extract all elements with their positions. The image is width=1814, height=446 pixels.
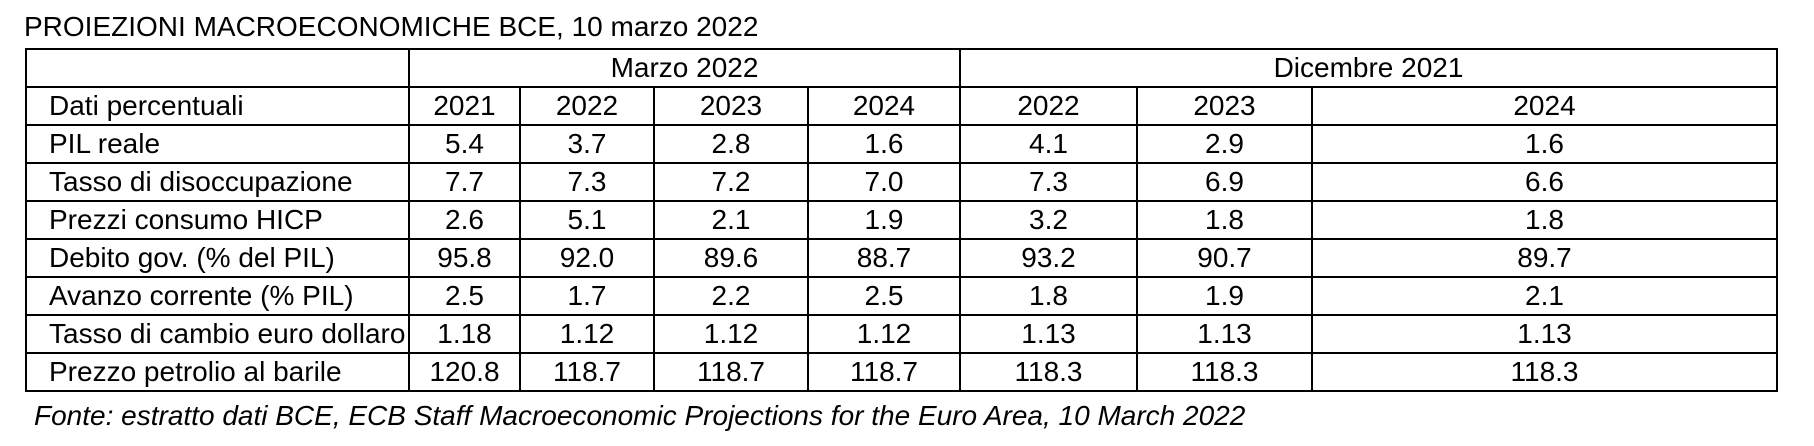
value-cell: 118.3 <box>1310 352 1779 392</box>
value-cell: 2.1 <box>1310 276 1779 316</box>
row-label: Avanzo corrente (% PIL) <box>25 276 410 316</box>
value-cell: 2.1 <box>653 200 809 240</box>
value-cell: 118.7 <box>519 352 655 392</box>
value-cell: 92.0 <box>519 238 655 278</box>
value-cell: 88.7 <box>807 238 961 278</box>
value-cell: 7.2 <box>653 162 809 202</box>
value-cell: 1.6 <box>807 124 961 164</box>
value-cell: 7.7 <box>408 162 521 202</box>
value-cell: 4.1 <box>959 124 1138 164</box>
value-cell: 6.6 <box>1310 162 1779 202</box>
value-cell: 1.9 <box>1136 276 1313 316</box>
table-row: Tasso di cambio euro dollaro 1.18 1.12 1.12… <box>25 314 1779 354</box>
year-header-row: Dati percentuali 2021 2022 2023 2024 202… <box>25 86 1779 126</box>
year-header-cell: 2021 <box>408 86 521 126</box>
value-cell: 1.8 <box>1136 200 1313 240</box>
value-cell: 5.1 <box>519 200 655 240</box>
value-cell: 3.7 <box>519 124 655 164</box>
year-header-cell: 2022 <box>519 86 655 126</box>
value-cell: 89.7 <box>1310 238 1779 278</box>
row-label: Tasso di cambio euro dollaro <box>25 314 410 354</box>
value-cell: 90.7 <box>1136 238 1313 278</box>
page-title: PROIEZIONI MACROECONOMICHE BCE, 10 marzo… <box>24 11 759 42</box>
value-cell: 1.12 <box>807 314 961 354</box>
value-cell: 1.13 <box>959 314 1138 354</box>
value-cell: 95.8 <box>408 238 521 278</box>
value-cell: 7.0 <box>807 162 961 202</box>
value-cell: 93.2 <box>959 238 1138 278</box>
value-cell: 1.6 <box>1310 124 1779 164</box>
value-cell: 1.8 <box>959 276 1138 316</box>
value-cell: 118.3 <box>1136 352 1313 392</box>
value-cell: 1.9 <box>807 200 961 240</box>
row-label: Debito gov. (% del PIL) <box>25 238 410 278</box>
value-cell: 1.12 <box>519 314 655 354</box>
column-header-label: Dati percentuali <box>25 86 410 126</box>
value-cell: 1.8 <box>1310 200 1779 240</box>
table-row: Debito gov. (% del PIL) 95.8 92.0 89.6 88.7 9… <box>25 238 1779 278</box>
value-cell: 1.13 <box>1310 314 1779 354</box>
table-row: Tasso di disoccupazione 7.7 7.3 7.2 7.0 7.3 6.… <box>25 162 1779 202</box>
value-cell: 2.2 <box>653 276 809 316</box>
value-cell: 2.5 <box>408 276 521 316</box>
value-cell: 118.3 <box>959 352 1138 392</box>
projections-table: Marzo 2022 Dicembre 2021 Dati percentual… <box>25 48 1779 392</box>
table-row: Prezzo petrolio al barile 120.8 118.7 118.7… <box>25 352 1779 392</box>
table-row: Prezzi consumo HICP 2.6 5.1 2.1 1.9 3.2 1.8 1.8 <box>25 200 1779 240</box>
year-header-cell: 2023 <box>1136 86 1313 126</box>
value-cell: 1.13 <box>1136 314 1313 354</box>
value-cell: 7.3 <box>959 162 1138 202</box>
table-row: Avanzo corrente (% PIL) 2.5 1.7 2.2 2.5 1.8 1.… <box>25 276 1779 316</box>
row-label: Tasso di disoccupazione <box>25 162 410 202</box>
group-header-blank <box>25 48 410 88</box>
value-cell: 2.5 <box>807 276 961 316</box>
value-cell: 3.2 <box>959 200 1138 240</box>
row-label: Prezzo petrolio al barile <box>25 352 410 392</box>
year-header-cell: 2024 <box>807 86 961 126</box>
value-cell: 89.6 <box>653 238 809 278</box>
value-cell: 7.3 <box>519 162 655 202</box>
row-label: PIL reale <box>25 124 410 164</box>
value-cell: 2.6 <box>408 200 521 240</box>
group-header-marzo-2022: Marzo 2022 <box>408 48 961 88</box>
value-cell: 120.8 <box>408 352 521 392</box>
source-note: Fonte: estratto dati BCE, ECB Staff Macr… <box>34 400 1246 431</box>
value-cell: 2.9 <box>1136 124 1313 164</box>
value-cell: 6.9 <box>1136 162 1313 202</box>
row-label: Prezzi consumo HICP <box>25 200 410 240</box>
value-cell: 118.7 <box>807 352 961 392</box>
year-header-cell: 2024 <box>1310 86 1779 126</box>
value-cell: 2.8 <box>653 124 809 164</box>
value-cell: 118.7 <box>653 352 809 392</box>
value-cell: 1.12 <box>653 314 809 354</box>
value-cell: 1.7 <box>519 276 655 316</box>
year-header-cell: 2022 <box>959 86 1138 126</box>
group-header-dicembre-2021: Dicembre 2021 <box>958 48 1779 88</box>
value-cell: 5.4 <box>408 124 521 164</box>
value-cell: 1.18 <box>408 314 521 354</box>
table-row: PIL reale 5.4 3.7 2.8 1.6 4.1 2.9 1.6 <box>25 124 1779 164</box>
group-header-row: Marzo 2022 Dicembre 2021 <box>25 48 1779 88</box>
year-header-cell: 2023 <box>653 86 809 126</box>
